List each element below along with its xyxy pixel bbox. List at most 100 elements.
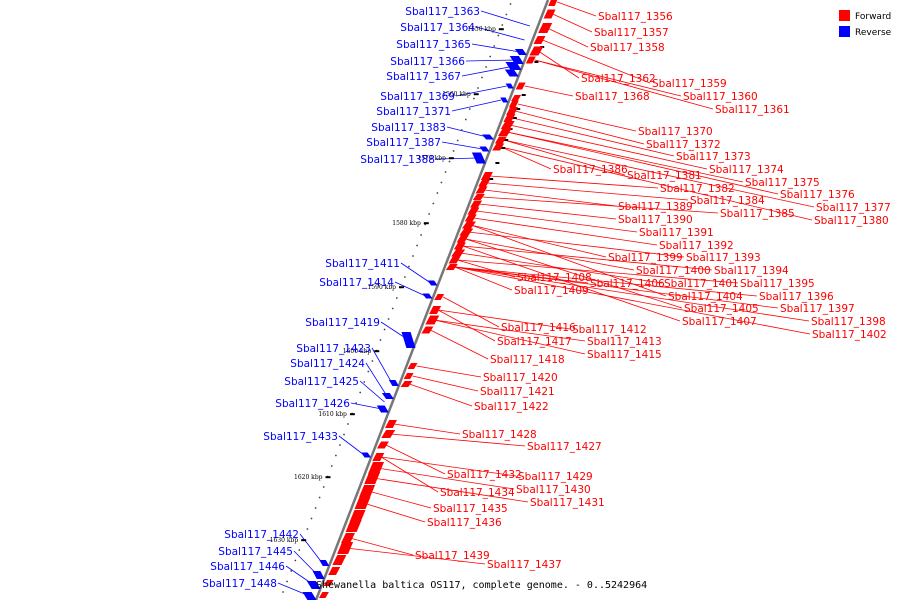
leader-line [481, 196, 719, 214]
gene-label: Sbal117_1428 [462, 429, 537, 441]
gene-feature [464, 214, 477, 222]
leader-line [438, 309, 571, 330]
leader-line [517, 103, 637, 132]
leader-line [552, 13, 593, 33]
tick-dot [355, 402, 358, 404]
gene-label: Sbal117_1399 [608, 252, 683, 264]
tick-dot [497, 34, 500, 37]
gene-feature [323, 580, 334, 586]
gene-feature [364, 472, 381, 484]
tick-dot [371, 360, 374, 362]
leader-line [512, 117, 675, 157]
gene-feature [376, 441, 389, 449]
gene-feature [400, 381, 413, 387]
gene-feature [494, 136, 507, 144]
gene-label: Sbal117_1415 [587, 349, 662, 361]
tick-label: 1560 kbp [442, 91, 471, 98]
leader-line [462, 245, 681, 322]
gene-feature [482, 134, 494, 140]
tick-dot [408, 265, 410, 268]
tick-dot [383, 328, 386, 331]
gene-label: Sbal117_1361 [715, 104, 790, 116]
leader-lines [277, 1, 815, 597]
leader-line [367, 490, 432, 509]
leader-line [503, 139, 626, 176]
gene-label: Sbal117_1394 [714, 265, 789, 277]
leader-line [434, 319, 586, 355]
gene-label: Sbal117_1405 [684, 303, 759, 315]
gene-label: Sbal117_1377 [816, 202, 891, 214]
tick-dot [343, 433, 345, 436]
gene-feature [306, 581, 321, 589]
leader-line [451, 99, 502, 112]
gene-label: Sbal117_1373 [676, 151, 751, 163]
gene-label: Sbal117_1366 [390, 56, 465, 68]
tick-dot [298, 549, 301, 551]
gene-label: Sbal117_1386 [553, 164, 628, 176]
tick-dot [363, 381, 366, 383]
leader-line [363, 502, 426, 523]
tick-mark [448, 157, 454, 160]
tick-mark [399, 286, 404, 289]
gene-label: Sbal117_1439 [415, 550, 490, 562]
gene-feature [337, 542, 354, 554]
tick-mark [325, 476, 331, 479]
gene-mark [495, 162, 500, 164]
gene-features [302, 0, 558, 600]
tick-dot [322, 486, 325, 488]
leader-line [501, 146, 813, 221]
gene-mark [521, 94, 526, 96]
gene-label: Sbal117_1418 [490, 354, 565, 366]
gene-label: Sbal117_1430 [516, 484, 591, 496]
leader-line [454, 266, 811, 335]
gene-feature [332, 555, 347, 565]
leader-line [454, 266, 810, 322]
tick-label: 1630 kbp [270, 537, 299, 544]
gene-label: Sbal117_1375 [745, 177, 820, 189]
leader-line [484, 189, 617, 207]
gene-feature [448, 256, 461, 264]
gene-label: Sbal117_1393 [686, 252, 761, 264]
gene-label: Sbal117_1413 [587, 336, 662, 348]
gene-feature [470, 200, 483, 208]
gene-feature [492, 143, 505, 151]
tick-dot [314, 507, 317, 509]
leader-line [515, 110, 645, 145]
leader-line [475, 26, 525, 41]
gene-feature [385, 420, 397, 428]
gene-feature [427, 280, 438, 286]
gene-label: Sbal117_1374 [709, 164, 784, 176]
tick-dot [412, 255, 414, 257]
gene-feature [500, 121, 515, 129]
leader-line [400, 262, 431, 284]
gene-feature [425, 315, 440, 325]
gene-feature [319, 560, 330, 566]
tick-label: 1550 kbp [467, 26, 496, 33]
gene-label: Sbal117_1426 [275, 398, 350, 410]
tick-dot [489, 55, 492, 58]
gene-feature [388, 380, 399, 386]
leader-line [465, 59, 517, 62]
gene-feature [472, 194, 485, 200]
leader-line [434, 319, 586, 342]
leader-line [470, 224, 607, 258]
gene-label: Sbal117_1390 [618, 214, 693, 226]
gene-feature [451, 249, 466, 257]
gene-label: Sbal117_1407 [682, 316, 757, 328]
gene-label: Sbal117_1436 [427, 517, 502, 529]
gene-feature [505, 83, 514, 89]
leader-line [412, 375, 479, 392]
gene-feature [422, 293, 433, 299]
tick-mark [473, 93, 479, 96]
gene-feature [529, 46, 544, 56]
gene-label: Sbal117_1419 [305, 317, 380, 329]
leader-line [534, 59, 714, 110]
gene-label: Sbal117_1404 [668, 291, 743, 303]
leader-line [373, 477, 529, 503]
gene-label: Sbal117_1433 [263, 431, 338, 443]
tick-dot [404, 276, 406, 278]
gene-feature [503, 114, 516, 122]
gene-label: Sbal117_1384 [690, 195, 765, 207]
tick-dot [501, 24, 504, 26]
gene-label: Sbal117_1368 [575, 91, 650, 103]
